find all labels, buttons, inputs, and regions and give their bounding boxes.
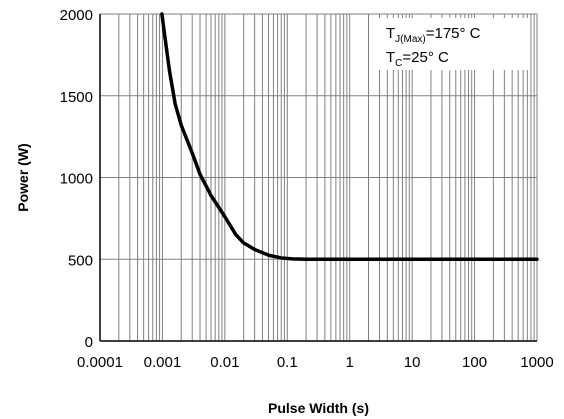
y-tick-labels: 0 500 1000 1500 2000: [60, 7, 93, 351]
x-axis-title: Pulse Width (s): [268, 400, 369, 416]
annotation-tc: TC=25° C: [386, 49, 449, 69]
x-tick-labels: 0.0001 0.001 0.01 0.1 1 10 100 1000: [77, 354, 554, 371]
y-tick-label: 2000: [60, 7, 93, 24]
x-tick-label: 0.1: [277, 354, 298, 371]
x-tick-label: 100: [462, 354, 487, 371]
y-tick-label: 0: [85, 334, 93, 351]
annotation-box: TJ(Max)=175° C TC=25° C: [377, 18, 529, 70]
x-tick-label: 1000: [520, 354, 553, 371]
y-tick-label: 1500: [60, 89, 93, 106]
plot-frame: [99, 14, 537, 342]
x-tick-label: 10: [404, 354, 421, 371]
x-tick-label: 0.001: [144, 354, 182, 371]
y-tick-label: 500: [68, 252, 93, 269]
y-tick-label: 1000: [60, 171, 93, 188]
annotation-tj-max: TJ(Max)=175° C: [386, 25, 481, 45]
power-curve: [160, 12, 539, 261]
annotation-background: [377, 18, 529, 70]
x-tick-label: 0.0001: [77, 354, 123, 371]
grid: [99, 13, 538, 342]
y-axis-title: Power (W): [15, 143, 31, 211]
series-line: [160, 12, 539, 261]
x-tick-label: 1: [346, 354, 354, 371]
x-tick-label: 0.01: [210, 354, 239, 371]
